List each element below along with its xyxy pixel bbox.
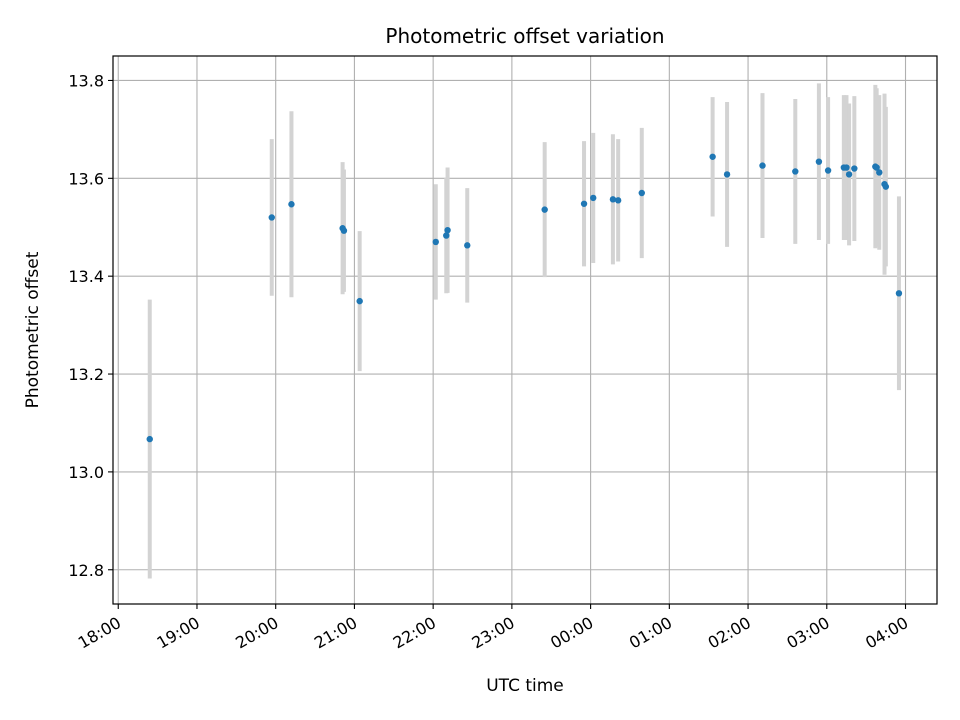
data-point — [873, 164, 880, 171]
data-point — [464, 242, 471, 249]
data-point — [723, 171, 731, 178]
data-point — [876, 169, 883, 176]
data-points — [146, 153, 903, 443]
data-point — [268, 214, 275, 221]
data-point — [580, 200, 588, 207]
data-point — [288, 201, 295, 208]
data-point — [541, 206, 548, 213]
data-point — [638, 189, 645, 197]
data-point — [590, 194, 597, 202]
data-point — [444, 226, 451, 234]
x-axis-label: UTC time — [486, 676, 564, 696]
data-point — [443, 232, 450, 239]
y-tick-label: 13.0 — [68, 463, 104, 482]
data-point — [895, 290, 903, 297]
y-tick-label: 13.2 — [68, 365, 104, 384]
y-tick-label: 13.6 — [68, 169, 104, 188]
data-point — [709, 153, 716, 160]
y-tick-label: 13.4 — [68, 267, 104, 286]
data-point — [340, 227, 348, 234]
data-point — [614, 197, 622, 204]
y-tick-label: 13.8 — [68, 71, 104, 90]
grid-lines — [113, 56, 937, 604]
data-point — [609, 196, 617, 203]
data-point — [824, 167, 832, 174]
y-axis-label: Photometric offset — [23, 251, 43, 408]
y-tick-label: 12.8 — [68, 561, 104, 580]
data-point — [882, 183, 890, 190]
y-axis-ticks: 12.8 13.0 13.2 13.4 13.6 13.8 — [68, 71, 113, 580]
data-point — [146, 435, 153, 443]
data-point — [432, 238, 439, 246]
data-point — [759, 162, 766, 169]
chart-title: Photometric offset variation — [385, 24, 664, 48]
data-point — [356, 297, 363, 305]
plot-frame — [112, 55, 938, 605]
data-point — [792, 168, 799, 175]
data-point — [851, 165, 858, 172]
data-point — [845, 171, 853, 178]
data-point — [843, 164, 850, 171]
data-point — [815, 158, 823, 165]
